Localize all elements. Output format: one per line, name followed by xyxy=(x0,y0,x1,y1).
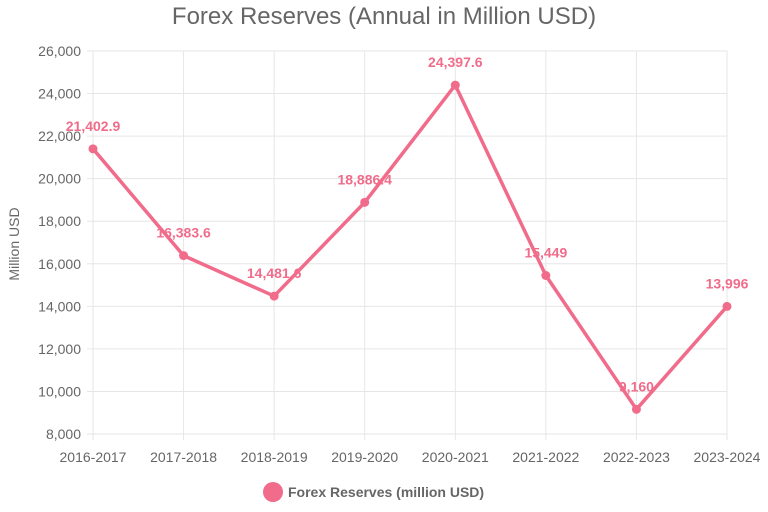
y-tick-label: 16,000 xyxy=(38,256,81,272)
series-line xyxy=(91,83,729,412)
data-label: 13,996 xyxy=(706,275,749,291)
legend-label: Forex Reserves (million USD) xyxy=(288,484,484,500)
x-tick-label: 2023-2024 xyxy=(694,449,761,465)
data-point[interactable] xyxy=(450,80,460,90)
x-tick-label: 2020-2021 xyxy=(422,449,489,465)
chart-title: Forex Reserves (Annual in Million USD) xyxy=(172,3,596,30)
data-point[interactable] xyxy=(631,404,641,414)
x-tick-label: 2018-2019 xyxy=(241,449,308,465)
y-tick-label: 8,000 xyxy=(46,426,81,442)
y-axis-label: Million USD xyxy=(6,207,22,280)
legend[interactable]: Forex Reserves (million USD) xyxy=(263,482,484,502)
x-tick-label: 2017-2018 xyxy=(150,449,217,465)
data-point[interactable] xyxy=(269,291,279,301)
data-label: 18,886.4 xyxy=(337,171,392,187)
x-axis-ticks: 2016-2017 2017-2018 2018-2019 2019-2020 2020… xyxy=(60,449,761,465)
y-tick-label: 10,000 xyxy=(38,383,81,399)
y-tick-label: 18,000 xyxy=(38,213,81,229)
y-tick-label: 12,000 xyxy=(38,341,81,357)
y-tick-label: 24,000 xyxy=(38,86,81,102)
y-tick-label: 26,000 xyxy=(38,43,81,59)
y-axis-ticks: 8,000 10,000 12,000 14,000 16,000 18,000 20,00… xyxy=(38,43,81,442)
y-tick-label: 20,000 xyxy=(38,171,81,187)
data-point[interactable] xyxy=(541,271,551,281)
x-tick-label: 2021-2022 xyxy=(512,449,579,465)
data-point[interactable] xyxy=(179,251,189,261)
data-label: 14,481.6 xyxy=(247,265,302,281)
x-tick-label: 2016-2017 xyxy=(60,449,127,465)
x-tick-label: 2022-2023 xyxy=(603,449,670,465)
y-tick-label: 14,000 xyxy=(38,298,81,314)
data-label: 21,402.9 xyxy=(66,118,121,134)
data-label: 16,383.6 xyxy=(156,225,211,241)
data-point[interactable] xyxy=(88,144,98,154)
data-label: 24,397.6 xyxy=(428,54,483,70)
data-label: 15,449 xyxy=(524,245,567,261)
legend-swatch xyxy=(263,482,283,502)
series-forex-reserves: 21,402.9 16,383.6 14,481.6 18,886.4 24,397.6… xyxy=(66,54,749,414)
data-point[interactable] xyxy=(360,197,370,207)
y-tick-label: 22,000 xyxy=(38,128,81,144)
grid xyxy=(87,50,728,440)
data-label: 9,160 xyxy=(619,378,654,394)
x-tick-label: 2019-2020 xyxy=(331,449,398,465)
data-point[interactable] xyxy=(722,301,732,311)
